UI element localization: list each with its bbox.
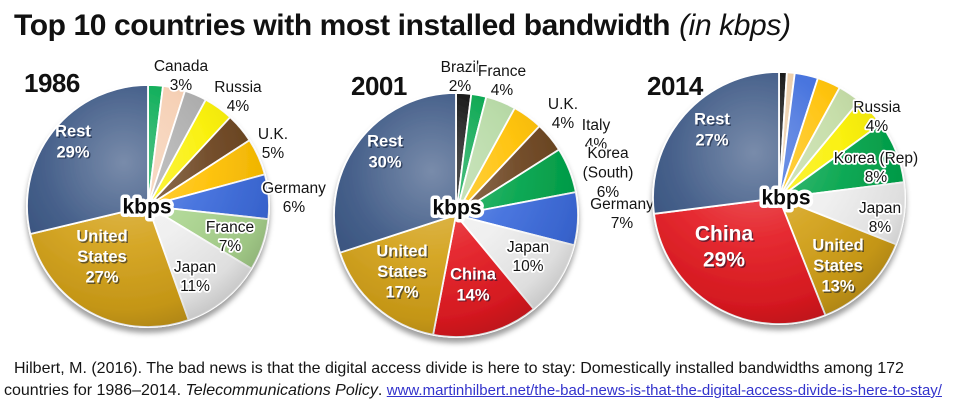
slice-label: 17% [385, 284, 418, 302]
slice-label: Russia [853, 99, 901, 116]
slice-label-shadow: 29% [58, 145, 91, 163]
slice-label: Germany [262, 180, 326, 197]
slice-label: States [377, 263, 427, 281]
slice-label: 6% [283, 199, 306, 216]
slice-label-shadow: China [451, 267, 498, 285]
slice-label-shadow: 27% [697, 133, 730, 151]
slice-label: 7% [611, 215, 634, 232]
slice-label: Brazil [441, 59, 480, 76]
slice-label: Rest [367, 133, 403, 151]
slice-label: Russia [214, 79, 262, 96]
slice-label-shadow: China [696, 224, 755, 247]
slice-label: 4% [585, 136, 608, 153]
slice-label: 27% [695, 131, 728, 149]
slice-label: 5% [262, 145, 285, 162]
citation: Hilbert, M. (2016). The bad news is that… [0, 351, 960, 402]
citation-separator: . [377, 382, 387, 399]
slice-label: U.K. [258, 126, 288, 143]
slice-label: 8% [869, 219, 892, 236]
year-label-1986: 1986 [24, 68, 80, 98]
slice-label-shadow: 14% [458, 288, 491, 306]
slice-label: China [695, 222, 754, 245]
slice-label: Japan [859, 200, 901, 217]
slice-label-shadow: States [815, 258, 865, 276]
slice-label-shadow: 13% [823, 279, 856, 297]
center-label-kbps: kbps [122, 196, 171, 219]
slice-label: United [76, 227, 127, 245]
slice-label-shadow: United [814, 238, 865, 256]
slice-label: 29% [56, 143, 89, 161]
slice-label: United [812, 236, 863, 254]
center-label-kbps: kbps [432, 197, 481, 220]
slice-label-shadow: 30% [370, 155, 403, 173]
citation-line-2: countries for 1986–2014. Telecommunicati… [4, 380, 954, 402]
slice-label: States [77, 248, 127, 266]
slice-label-shadow: United [78, 229, 129, 247]
slice-label: 3% [170, 77, 193, 94]
slice-label: Japan [174, 259, 216, 276]
pie-labels-1986: Canada 3% Russia 4% U.K. 5% Germany 6% France 7%J… [55, 56, 328, 297]
slice-label: France [478, 63, 526, 80]
slice-label: 2% [449, 78, 472, 95]
slice-label: 4% [866, 118, 889, 135]
slice-label: Korea (Rep) [834, 150, 918, 167]
slice-label: Rest [694, 111, 730, 129]
slice-label: 4% [227, 98, 250, 115]
slice-label: 11% [180, 278, 210, 295]
slice-label: France [206, 219, 254, 236]
slice-label: Italy [582, 117, 611, 134]
slice-label: 27% [85, 269, 118, 287]
slice-label: 6% [597, 184, 620, 201]
slice-label: 4% [491, 82, 514, 99]
slice-label: 10% [512, 258, 543, 275]
slice-label: United [376, 242, 427, 260]
year-label-2014: 2014 [647, 71, 703, 101]
slice-label: Rest [55, 123, 91, 141]
slice-label: Japan [507, 239, 549, 256]
pie-charts-row: Canada 3% Russia 4% U.K. 5% Germany 6% France 7% J… [0, 55, 960, 351]
slice-label: 8% [865, 169, 888, 186]
slice-label-shadow: Rest [57, 124, 93, 142]
citation-text-2: countries for 1986–2014. [4, 382, 186, 399]
slice-label-shadow: United [378, 244, 429, 262]
citation-link[interactable]: www.martinhilbert.net/the-bad-news-is-th… [386, 382, 942, 399]
slice-label: 30% [368, 153, 401, 171]
slice-label-shadow: States [79, 249, 129, 267]
slice-label: (South) [583, 165, 634, 182]
slice-label: U.K. [548, 96, 578, 113]
slice-label: 29% [703, 249, 745, 272]
center-label-kbps: kbps [761, 187, 810, 210]
page-title: Top 10 countries with most installed ban… [0, 0, 960, 55]
slice-label: China [450, 266, 497, 284]
slice-label-shadow: Rest [696, 112, 732, 130]
citation-line-1: Hilbert, M. (2016). The bad news is that… [4, 358, 954, 380]
slice-label: 14% [456, 286, 489, 304]
title-main: Top 10 countries with most installed ban… [14, 9, 671, 42]
slice-label: 13% [821, 278, 854, 296]
citation-text-1: Hilbert, M. (2016). The bad news is that… [14, 360, 904, 377]
slice-label: 4% [552, 115, 575, 132]
slice-label-shadow: States [379, 264, 429, 282]
slice-label-shadow: 29% [704, 250, 746, 273]
year-label-2001: 2001 [351, 71, 407, 101]
slice-label: Korea [587, 145, 629, 162]
slice-label-shadow: 17% [387, 285, 420, 303]
slice-label: Germany [590, 196, 654, 213]
slice-label-shadow: Rest [369, 134, 405, 152]
slice-label: Canada [154, 58, 209, 75]
citation-journal: Telecommunications Policy [185, 382, 378, 399]
title-italic: (in kbps) [679, 9, 791, 42]
slice-label: 7% [219, 238, 242, 255]
slice-label: States [813, 257, 863, 275]
slice-label-shadow: 27% [87, 270, 120, 288]
